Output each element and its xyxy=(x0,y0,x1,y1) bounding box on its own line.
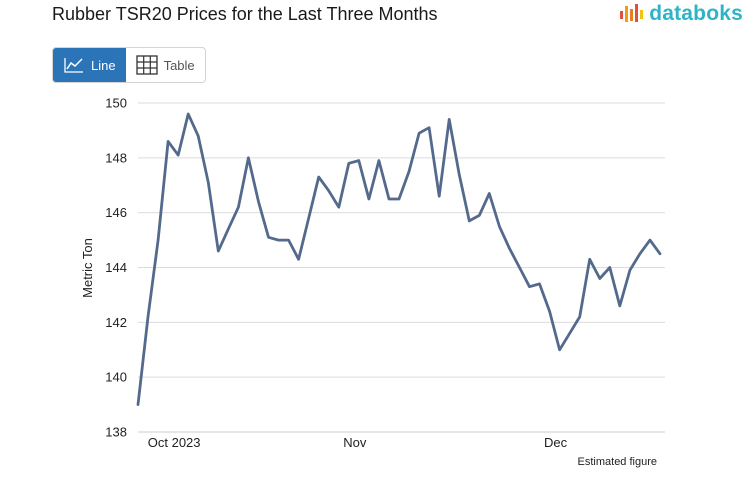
y-axis-title: Metric Ton xyxy=(80,238,95,298)
y-tick-label: 146 xyxy=(105,205,127,220)
data-point xyxy=(417,131,421,135)
data-point xyxy=(196,134,200,138)
data-point xyxy=(427,126,431,130)
line-view-button[interactable]: Line xyxy=(53,48,126,82)
data-point xyxy=(176,153,180,157)
data-point xyxy=(407,170,411,174)
brand-logo: databoks xyxy=(619,2,743,26)
y-tick-label: 142 xyxy=(105,315,127,330)
data-point xyxy=(206,181,210,185)
table-grid-icon xyxy=(135,55,158,75)
data-point xyxy=(397,197,401,201)
data-point xyxy=(457,172,461,176)
line-chart-icon xyxy=(64,58,83,73)
data-point xyxy=(658,252,662,256)
data-point xyxy=(287,238,291,242)
data-point xyxy=(477,213,481,217)
data-point xyxy=(216,249,220,253)
data-point xyxy=(347,161,351,165)
data-point xyxy=(528,285,532,289)
data-point xyxy=(226,227,230,231)
data-point xyxy=(297,257,301,261)
x-tick-label: Oct 2023 xyxy=(148,435,201,450)
series-line-rubber-tsr20 xyxy=(136,112,662,407)
y-tick-label: 138 xyxy=(105,425,127,440)
data-point xyxy=(337,205,341,209)
line-view-label: Line xyxy=(91,57,116,73)
y-tick-label: 150 xyxy=(105,96,127,111)
data-point xyxy=(497,224,501,228)
x-tick-label: Nov xyxy=(343,435,367,450)
data-point xyxy=(186,112,190,116)
data-point xyxy=(367,197,371,201)
data-point xyxy=(437,194,441,198)
data-point xyxy=(467,219,471,223)
chart-title: Rubber TSR20 Prices for the Last Three M… xyxy=(52,4,438,24)
data-point xyxy=(538,282,542,286)
y-tick-label: 144 xyxy=(105,260,127,275)
data-point xyxy=(246,156,250,160)
data-point xyxy=(558,348,562,352)
data-point xyxy=(387,197,391,201)
data-point xyxy=(548,309,552,313)
data-point xyxy=(618,304,622,308)
data-point xyxy=(588,257,592,261)
x-tick-label: Dec xyxy=(544,435,568,450)
data-point xyxy=(648,238,652,242)
data-point xyxy=(146,315,150,319)
data-point xyxy=(608,266,612,270)
data-point xyxy=(377,159,381,163)
estimated-figure-note: Estimated figure xyxy=(578,456,657,468)
data-point xyxy=(517,266,521,270)
data-point xyxy=(166,139,170,143)
table-view-button[interactable]: Table xyxy=(126,48,205,82)
data-point xyxy=(487,191,491,195)
data-point xyxy=(447,117,451,121)
data-point xyxy=(136,403,140,407)
data-point xyxy=(507,246,511,250)
data-point xyxy=(638,252,642,256)
data-point xyxy=(256,200,260,204)
data-point xyxy=(578,315,582,319)
data-point xyxy=(628,268,632,272)
data-point xyxy=(317,175,321,179)
data-point xyxy=(267,235,271,239)
data-point xyxy=(236,205,240,209)
brand-name: databoks xyxy=(649,2,743,25)
data-point xyxy=(568,331,572,335)
data-point xyxy=(598,276,602,280)
y-tick-label: 148 xyxy=(105,150,127,165)
data-point xyxy=(156,238,160,242)
view-toggle: Line Table xyxy=(52,47,206,83)
databoks-logo-icon xyxy=(620,4,644,22)
data-point xyxy=(327,189,331,193)
data-point xyxy=(357,159,361,163)
y-tick-label: 140 xyxy=(105,370,127,385)
data-point xyxy=(307,216,311,220)
table-view-label: Table xyxy=(163,57,195,73)
data-point xyxy=(277,238,281,242)
